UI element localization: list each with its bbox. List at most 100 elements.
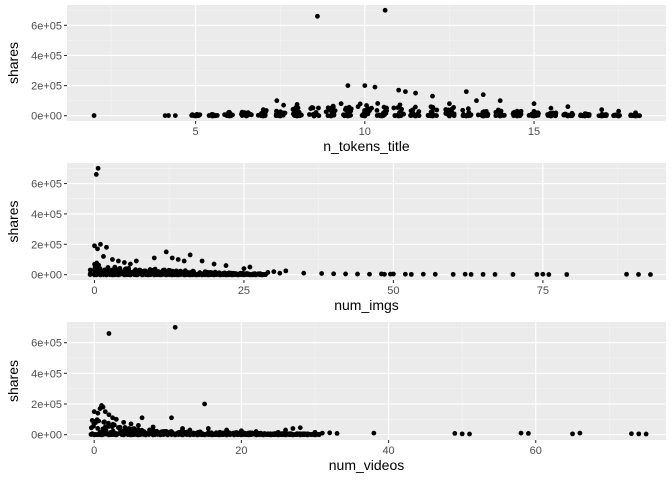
data-point xyxy=(110,415,116,421)
x-tick-label: 40 xyxy=(382,445,394,457)
data-point xyxy=(430,93,435,99)
y-tick-label: 0e+00 xyxy=(31,430,62,442)
data-point xyxy=(392,113,398,119)
data-point xyxy=(294,113,300,119)
data-point xyxy=(197,112,203,118)
data-point xyxy=(531,101,537,107)
data-point xyxy=(193,113,198,118)
data-point xyxy=(133,272,139,278)
data-point xyxy=(92,243,97,249)
data-point xyxy=(636,431,642,437)
data-point xyxy=(629,431,634,437)
data-point xyxy=(133,267,138,273)
data-point xyxy=(452,431,458,436)
data-point xyxy=(518,108,524,114)
data-point xyxy=(633,110,638,116)
data-point xyxy=(338,101,344,107)
data-point xyxy=(364,107,370,113)
data-point xyxy=(429,109,435,115)
data-point xyxy=(113,432,119,438)
data-point xyxy=(111,272,117,278)
data-point xyxy=(241,266,247,272)
data-point xyxy=(475,112,481,118)
data-point xyxy=(586,113,592,118)
data-point xyxy=(465,106,471,112)
y-tick-label: 4e+05 xyxy=(31,209,62,221)
data-point xyxy=(106,412,112,418)
data-point xyxy=(616,113,622,119)
data-point xyxy=(540,271,546,277)
data-point xyxy=(224,427,230,433)
y-axis-title: shares xyxy=(5,360,21,402)
data-point xyxy=(227,111,232,116)
data-point xyxy=(187,427,193,433)
data-point xyxy=(569,113,575,119)
data-point xyxy=(172,324,178,330)
data-point xyxy=(128,432,134,438)
data-point xyxy=(443,107,449,112)
panel-n_tokens_title: 0e+00 2e+05 4e+05 6e+05 5 10 15 n_tokens_title s… xyxy=(5,5,666,154)
data-point xyxy=(312,429,318,435)
y-tick-label: 4e+05 xyxy=(31,50,62,62)
data-point xyxy=(163,249,169,255)
data-point xyxy=(381,104,387,110)
data-point xyxy=(565,104,571,110)
data-point xyxy=(403,89,408,95)
y-tick-label: 2e+05 xyxy=(31,239,62,251)
x-axis-title: num_imgs xyxy=(334,297,399,313)
data-point xyxy=(371,430,377,436)
data-point xyxy=(362,113,368,119)
data-point xyxy=(432,271,438,277)
data-point xyxy=(260,113,266,119)
data-point xyxy=(121,432,127,438)
data-point xyxy=(135,423,141,428)
data-point xyxy=(434,107,440,113)
data-point xyxy=(131,426,137,432)
x-tick-label: 20 xyxy=(235,445,247,457)
data-point xyxy=(268,432,274,438)
data-point xyxy=(416,109,422,114)
data-point xyxy=(382,7,388,13)
data-point xyxy=(172,113,178,119)
data-point xyxy=(367,271,372,277)
data-point xyxy=(331,271,337,277)
data-point xyxy=(98,432,105,438)
plot-panel-background xyxy=(67,163,666,280)
data-point xyxy=(525,431,531,436)
data-point xyxy=(307,112,312,117)
data-point xyxy=(570,431,575,437)
data-point xyxy=(95,246,100,252)
data-point xyxy=(315,13,320,19)
data-point xyxy=(467,431,472,437)
data-point xyxy=(420,271,426,277)
data-point xyxy=(603,113,609,119)
y-tick-label: 2e+05 xyxy=(31,399,62,411)
x-tick-label: 75 xyxy=(537,285,549,297)
data-point xyxy=(480,92,486,98)
data-point xyxy=(301,270,307,276)
data-point xyxy=(311,113,317,119)
data-point xyxy=(205,426,211,431)
data-point xyxy=(290,432,296,438)
data-point xyxy=(480,113,486,119)
data-point xyxy=(101,254,106,259)
data-point xyxy=(151,255,157,261)
data-point xyxy=(548,105,554,111)
x-tick-label: 10 xyxy=(359,126,371,138)
data-point xyxy=(160,267,166,273)
data-point xyxy=(463,89,469,95)
data-point xyxy=(95,426,101,431)
data-point xyxy=(209,113,216,119)
data-point xyxy=(113,416,119,422)
data-point xyxy=(648,272,653,277)
data-point xyxy=(624,271,629,277)
data-point xyxy=(125,427,131,433)
data-point xyxy=(96,262,102,268)
data-point xyxy=(383,110,389,116)
data-point xyxy=(249,431,255,437)
data-point xyxy=(260,107,266,113)
data-point xyxy=(325,105,331,111)
data-point xyxy=(535,110,541,116)
data-point xyxy=(395,105,401,110)
